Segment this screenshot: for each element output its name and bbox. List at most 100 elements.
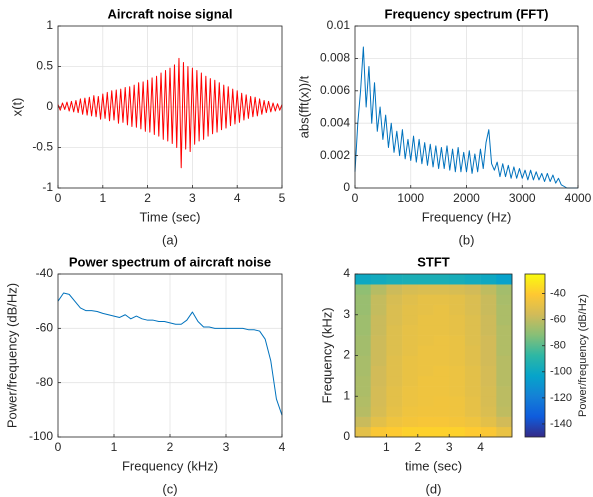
heatmap-cell [386,386,403,397]
heatmap-cell [480,406,497,417]
heatmap-cell [464,335,481,346]
heatmap-cell [402,314,419,326]
heatmap-cell [370,274,387,285]
heatmap-cell [417,304,434,316]
heatmap-cell [496,416,513,428]
heatmap-cell [449,375,466,387]
y-axis-label: x(t) [9,98,24,117]
heatmap-cell [449,345,466,356]
heatmap-cell [496,365,513,377]
y-tick-label: 2 [343,348,350,362]
heatmap-cell [496,294,513,305]
heatmap-cell [449,324,466,336]
heatmap-cell [496,345,513,356]
heatmap-cell [449,426,466,438]
y-tick-label: 0.004 [320,115,350,129]
x-tick-label: 4 [477,440,484,454]
y-tick-label: 0 [46,99,53,113]
y-tick-label: 0 [343,180,350,194]
heatmap-cell [386,274,403,285]
heatmap-cell [449,396,466,407]
heatmap-cell [355,416,371,428]
data-line [354,46,578,189]
x-tick-label: 2 [144,191,151,205]
heatmap-cell [433,314,450,326]
heatmap-cell [402,365,419,377]
heatmap-cell [386,375,403,387]
caption: (a) [162,232,178,247]
x-tick-label: 0 [55,191,62,205]
heatmap-cell [433,304,450,316]
heatmap-cell [433,294,450,305]
heatmap-cell [464,375,481,387]
x-tick-label: 4 [279,440,286,454]
heatmap-cell [370,304,387,316]
heatmap-cell [386,416,403,428]
heatmap-cell [402,355,419,366]
data-line [57,292,283,416]
heatmap-cell [370,365,387,377]
heatmap-cell [417,416,434,428]
heatmap-cell [355,406,371,417]
heatmap-cell [386,355,403,366]
x-tick-label: 2 [414,440,421,454]
heatmap-cell [417,396,434,407]
x-tick-label: 3000 [509,191,536,205]
heatmap-cell [496,375,513,387]
y-tick-label: -0.5 [32,140,53,154]
heatmap-cell [417,335,434,346]
heatmap-cell [402,294,419,305]
x-tick-label: 2 [167,440,174,454]
heatmap-cell [402,335,419,346]
x-tick-label: 0 [55,440,62,454]
chart-title: STFT [417,254,450,269]
colorbar [524,273,546,438]
heatmap-cell [355,314,371,326]
heatmap-cell [370,335,387,346]
heatmap-cell [417,274,434,285]
heatmap-cell [464,314,481,326]
y-axis-label: abs(fft(x))/t [296,75,311,138]
heatmap-cell [449,406,466,417]
heatmap-cell [480,335,497,346]
y-tick-label: 0.008 [320,51,350,65]
heatmap-cell [417,324,434,336]
heatmap-cell [402,284,419,295]
heatmap-cell [386,294,403,305]
heatmap-cell [370,416,387,428]
heatmap-cell [480,274,497,285]
y-tick-label: 1 [46,18,53,32]
heatmap-cell [417,355,434,366]
heatmap-cell [402,406,419,417]
heatmap-cell [480,426,497,438]
heatmap-cell [496,284,513,295]
heatmap-cell [433,284,450,295]
heatmap-cell [370,355,387,366]
heatmap-cell [496,335,513,346]
x-tick-label: 5 [279,191,286,205]
heatmap-cell [355,396,371,407]
heatmap-cell [402,396,419,407]
heatmap-cell [417,375,434,387]
x-tick-label: 4 [234,191,241,205]
heatmap-cell [433,426,450,438]
heatmap-cell [464,416,481,428]
heatmap-cell [402,416,419,428]
heatmap-cell [464,345,481,356]
y-tick-label: 0.006 [320,83,350,97]
x-tick-label: 3 [446,440,453,454]
heatmap-cell [417,284,434,295]
colorbar-tick-label: -60 [550,314,566,326]
heatmap-cell [464,304,481,316]
heatmap-cell [464,406,481,417]
heatmap-cell [480,324,497,336]
caption: (c) [162,481,177,496]
heatmap-cell [464,294,481,305]
heatmap-cell [386,335,403,346]
heatmap-cell [496,426,513,438]
heatmap-cell [417,386,434,397]
heatmap-cell [370,294,387,305]
heatmap-cell [433,386,450,397]
y-tick-label: -60 [36,321,54,335]
